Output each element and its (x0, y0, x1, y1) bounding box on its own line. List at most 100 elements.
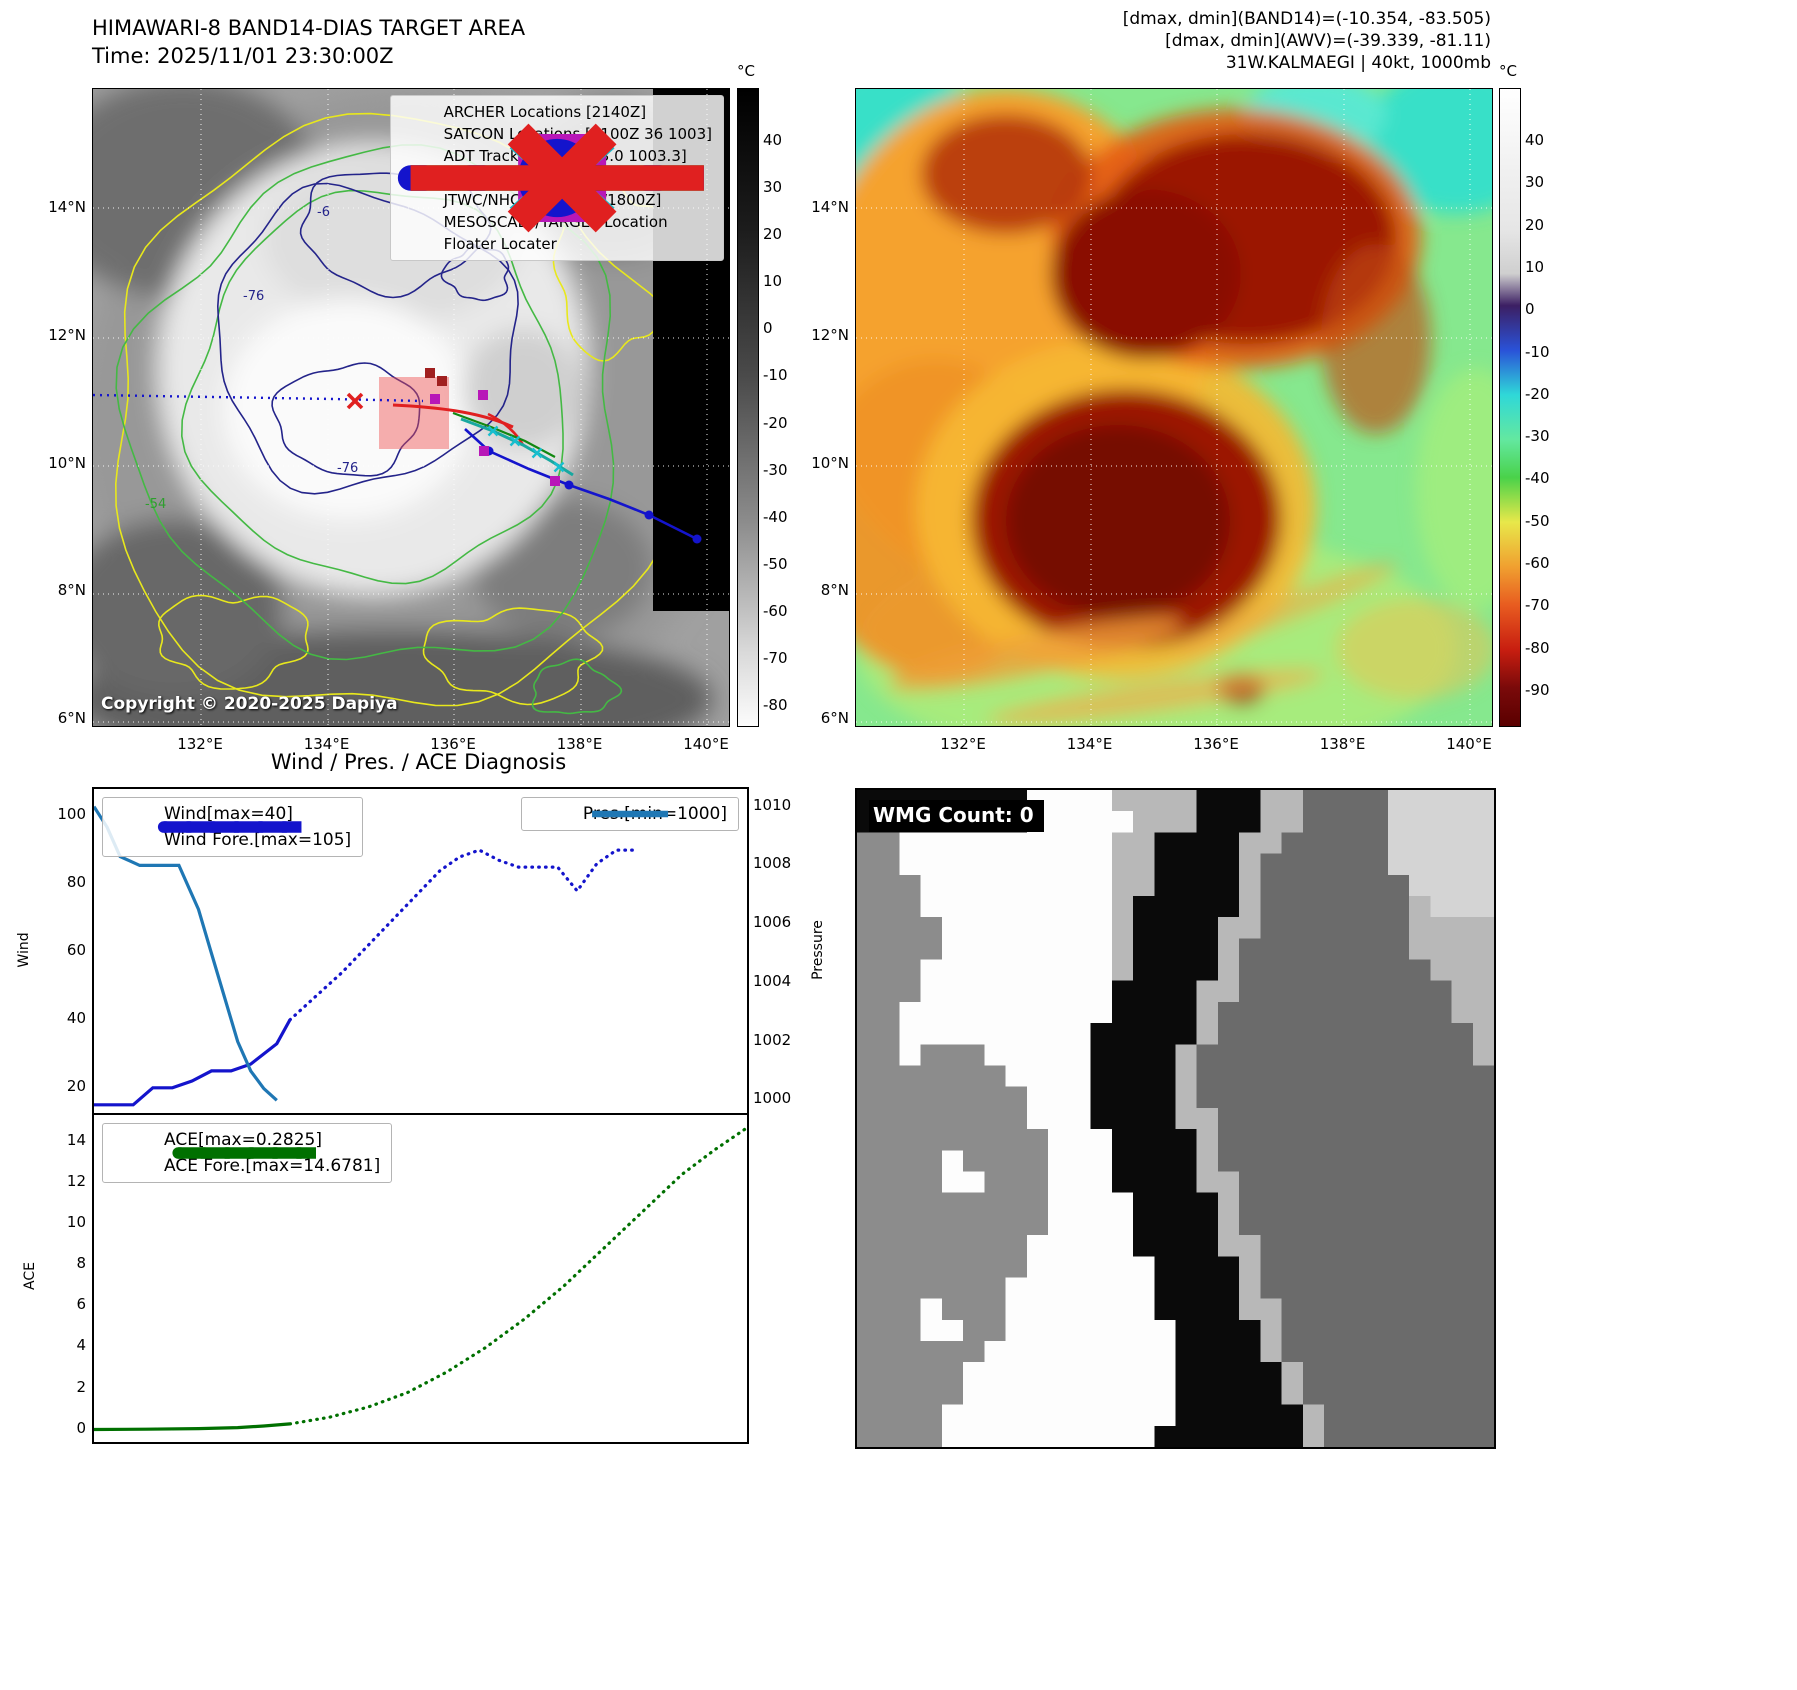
tick-label: 12°N (48, 325, 86, 344)
tick-label: 1000 (753, 1089, 792, 1108)
ace-fore-dotted-icon (114, 1147, 322, 1174)
legend-label: Wind[max=40] (164, 804, 293, 824)
awv-cloud-field (856, 89, 1492, 726)
band14-lat-ticks: 14°N 12°N 10°N 8°N 6°N (38, 198, 86, 727)
tick-label: 14°N (811, 198, 849, 216)
awv-colorbar-unit: °C (1499, 62, 1517, 80)
target-area-box (379, 377, 449, 449)
legend-item-ace-fore: ACE Fore.[max=14.6781] (114, 1147, 381, 1176)
ace-axis-ticks: 0 2 4 6 8 10 12 14 (38, 1113, 86, 1440)
awv-header: [dmax, dmin](BAND14)=(-10.354, -83.505) … (1000, 8, 1491, 74)
awv-map (855, 88, 1493, 727)
contour-label: -76 (337, 461, 359, 476)
ace-legend: ACE[max=0.2825] ACE Fore.[max=14.6781] (102, 1123, 393, 1183)
tick-label: 0 (1525, 300, 1535, 319)
tick-label: 138°E (1319, 735, 1366, 753)
tick-label: 1002 (753, 1030, 792, 1049)
tick-label: 80 (66, 873, 86, 892)
legend-label: MESOSCALE/TARGET Location (443, 213, 668, 231)
band14-map-legend: ARCHER Locations [2140Z] SATCON Location… (389, 95, 724, 261)
tick-label: -80 (763, 696, 788, 714)
awv-header-line2: [dmax, dmin](AWV)=(-39.339, -81.11) (1165, 31, 1491, 51)
tick-label: -90 (1525, 681, 1550, 699)
archer-location-marker (479, 446, 489, 456)
band14-title-block: HIMAWARI-8 BAND14-DIAS TARGET AREA Time:… (92, 14, 525, 70)
tick-label: -30 (1525, 427, 1550, 446)
tick-label: -70 (1525, 596, 1550, 615)
tick-label: -20 (763, 413, 788, 432)
legend-item-pressure: Pres.[min=1000] (533, 804, 727, 824)
tick-label: 30 (763, 178, 783, 197)
tick-label: -30 (763, 460, 788, 479)
tick-label: -50 (763, 554, 788, 573)
tick-label: -60 (763, 601, 788, 620)
band14-colorbar-unit: °C (737, 62, 755, 80)
tick-label: 1008 (753, 854, 792, 873)
wind-legend: Wind[max=40] Wind Fore.[max=105] (102, 797, 364, 857)
tick-label: 10°N (48, 453, 86, 472)
tick-label: 20 (1525, 215, 1545, 234)
tick-label: -60 (1525, 554, 1550, 573)
tick-label: 40 (1525, 131, 1545, 149)
map-gridlines (856, 89, 1492, 726)
pressure-line-icon (533, 806, 668, 822)
legend-label: SATCON Locations [2100Z 36 1003] (443, 125, 712, 143)
tick-label: 14 (66, 1130, 86, 1149)
tick-label: 30 (1525, 173, 1545, 192)
tick-label: 8 (76, 1254, 86, 1273)
series-line-0 (94, 1019, 292, 1107)
tick-label: -80 (1525, 638, 1550, 657)
tick-label: 136°E (1193, 735, 1239, 753)
tick-label: -10 (763, 366, 788, 385)
ace-chart: ACE[max=0.2825] ACE Fore.[max=14.6781] (92, 1113, 749, 1444)
awv-satellite-image (856, 89, 1492, 726)
tick-label: 0 (763, 319, 773, 338)
wmg-image (857, 790, 1494, 1447)
tick-label: -40 (1525, 469, 1550, 488)
diagnosis-title: Wind / Pres. / ACE Diagnosis (270, 750, 567, 774)
legend-label: Floater Locater (443, 235, 557, 253)
tick-label: 12 (66, 1171, 86, 1190)
awv-colorbar (1499, 88, 1521, 727)
band14-time: Time: 2025/11/01 23:30:00Z (92, 44, 394, 68)
tick-label: 10°N (811, 453, 849, 472)
tick-label: 8°N (57, 581, 86, 600)
tick-label: 4 (76, 1336, 86, 1355)
legend-label: ACE Fore.[max=14.6781] (164, 1156, 381, 1176)
tick-label: 6 (76, 1295, 86, 1314)
tick-label: 1006 (753, 913, 792, 932)
wmg-panel: WMG Count: 0 (855, 788, 1496, 1449)
legend-label: Wind Fore.[max=105] (164, 830, 352, 850)
series-line-1 (288, 848, 638, 1022)
series-line-1 (288, 1126, 747, 1426)
tick-label: 10 (1525, 257, 1545, 276)
wmg-count-label: WMG Count: 0 (869, 800, 1044, 832)
awv-header-line3: 31W.KALMAEGI | 40kt, 1000mb (1225, 53, 1491, 73)
floater-line-icon (402, 165, 704, 252)
wind-pressure-chart: Wind[max=40] Wind Fore.[max=105] Pres.[m… (92, 787, 749, 1117)
legend-item-wind-fore: Wind Fore.[max=105] (114, 821, 352, 850)
contour-label: -6 (317, 205, 330, 220)
wind-fore-dotted-icon (114, 821, 308, 848)
tick-label: 2 (76, 1377, 86, 1396)
tick-label: -70 (763, 648, 788, 667)
archer-location-marker (478, 390, 488, 400)
tick-label: 14°N (48, 198, 86, 216)
tick-label: 1010 (753, 795, 792, 814)
tick-label: 10 (66, 1213, 86, 1231)
awv-lon-ticks: 132°E 134°E 136°E 138°E 140°E (940, 733, 1492, 753)
wind-axis-ticks: 20 40 60 80 100 (38, 787, 86, 1113)
tick-label: 6°N (820, 709, 849, 727)
tick-label: 100 (57, 805, 86, 824)
tick-label: -40 (763, 507, 788, 526)
archer-location-marker (430, 394, 440, 404)
legend-item-floater: Floater Locater (402, 165, 712, 253)
band14-title: HIMAWARI-8 BAND14-DIAS TARGET AREA (92, 16, 526, 40)
tick-label: -50 (1525, 511, 1550, 530)
tick-label: 132°E (940, 735, 986, 753)
tick-label: 12°N (811, 325, 849, 344)
archer-location-marker (550, 476, 560, 486)
tick-label: -20 (1525, 384, 1550, 403)
tick-label: 132°E (177, 735, 223, 753)
